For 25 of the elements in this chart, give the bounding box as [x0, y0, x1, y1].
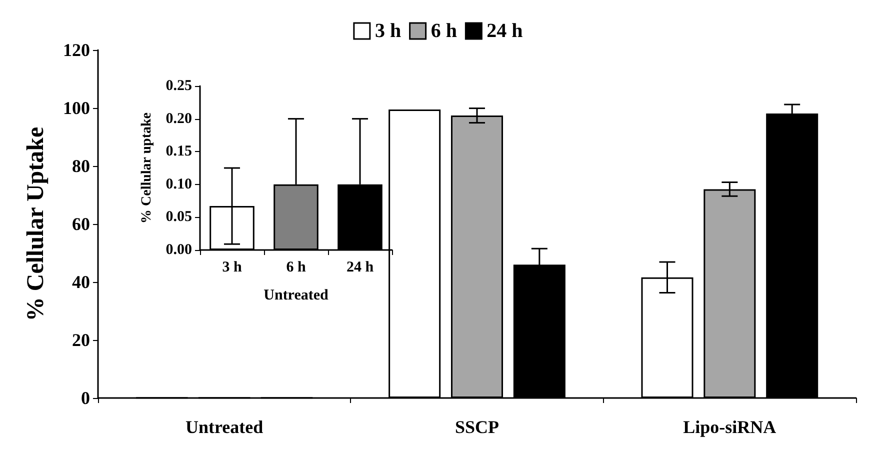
- y-tick-label: 0.15: [166, 144, 192, 160]
- y-axis-title: % Cellular uptake: [140, 112, 154, 224]
- y-tick-label: 20: [72, 330, 90, 350]
- y-tick-label: 0.20: [166, 110, 192, 127]
- x-tick-label: SSCP: [454, 417, 500, 437]
- x-tick-label: 3 h: [222, 260, 242, 276]
- legend-label: 6 h: [430, 20, 457, 42]
- y-tick-label: 0.05: [166, 209, 192, 226]
- y-tick-label: 60: [72, 214, 90, 234]
- y-tick-label: 0.25: [166, 78, 192, 94]
- y-tick-label: 100: [63, 98, 90, 118]
- y-tick-label: 120: [63, 40, 90, 60]
- y-tick-label: 0.10: [166, 176, 192, 192]
- legend-label: 24 h: [486, 20, 523, 42]
- y-tick-label: 80: [72, 156, 90, 176]
- y-axis-title: % Cellular Uptake: [23, 126, 49, 322]
- x-axis-title: Untreated: [264, 288, 330, 304]
- y-tick-label: 40: [72, 272, 90, 292]
- x-tick-label: Lipo-siRNA: [683, 417, 776, 437]
- legend-label: 3 h: [374, 20, 402, 42]
- x-tick-label: 24 h: [346, 260, 374, 276]
- y-tick-label: 0: [81, 388, 90, 408]
- x-tick-label: Untreated: [186, 417, 264, 437]
- y-tick-label: 0.00: [166, 242, 192, 258]
- x-tick-label: 6 h: [286, 260, 306, 276]
